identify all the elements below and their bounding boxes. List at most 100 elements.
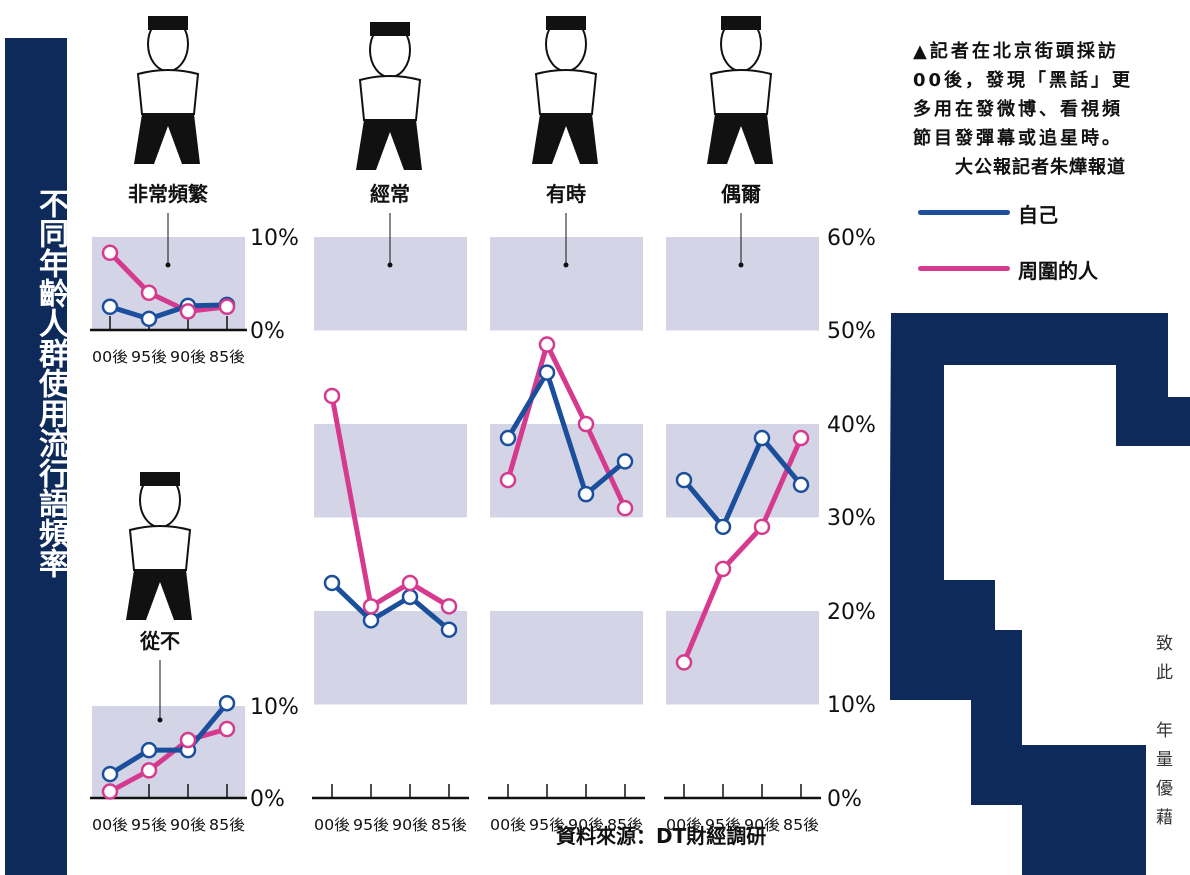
legend-label-self: 自己 xyxy=(1018,203,1058,227)
data-point-self xyxy=(577,485,595,503)
panel-title: 從不 xyxy=(139,629,180,653)
data-point-self xyxy=(101,765,119,783)
x-tick-label: 95後 xyxy=(353,816,389,834)
x-tick-label: 90後 xyxy=(170,816,206,834)
data-point-self xyxy=(440,621,458,638)
figure-hair xyxy=(721,16,761,30)
series-line-others xyxy=(107,726,230,795)
data-point-others xyxy=(714,560,732,578)
data-point-self xyxy=(362,612,380,629)
data-point-self xyxy=(140,741,158,759)
data-point-self xyxy=(538,364,556,381)
data-point-others xyxy=(440,598,458,615)
data-point-others xyxy=(792,429,810,447)
x-tick-label: 95後 xyxy=(131,816,167,834)
data-point-self xyxy=(714,518,732,536)
source-note: 資料來源：DT財經調研 xyxy=(556,824,767,848)
x-tick-label: 85後 xyxy=(209,348,245,366)
x-tick-label: 95後 xyxy=(705,816,741,834)
legend-swatch-others xyxy=(918,266,1010,271)
data-point-others xyxy=(401,574,419,592)
figure-illustration-occasionally xyxy=(707,16,773,164)
data-point-others xyxy=(179,731,197,749)
y-tick-label: 30% xyxy=(827,506,876,531)
figure-illustration-never xyxy=(126,472,192,620)
data-point-self xyxy=(675,471,693,489)
series-line-self xyxy=(107,700,230,777)
data-point-others xyxy=(499,471,517,489)
x-tick-label: 85後 xyxy=(783,816,819,834)
data-point-others xyxy=(577,415,595,433)
series-line-others xyxy=(681,435,804,665)
series-line-others xyxy=(329,393,452,609)
photo-caption: ▲記者在北京街頭採訪 00後，發現「黑話」更 多用在發微博、看視頻 節目發彈幕或… xyxy=(913,8,1190,211)
figure-hair xyxy=(140,472,180,486)
data-point-others xyxy=(362,598,380,615)
y-tick-label: 50% xyxy=(827,319,876,344)
legend-swatch-self xyxy=(918,210,1010,215)
x-tick-label: 00後 xyxy=(92,348,128,366)
title-bar: 不同年齡人群使用流行語頻率 xyxy=(5,38,68,875)
x-tick-label: 95後 xyxy=(529,816,565,834)
series-line-self xyxy=(329,580,452,633)
x-tick-label: 00後 xyxy=(666,816,702,834)
figure-pants xyxy=(707,114,773,164)
series-line-others xyxy=(505,342,628,511)
y-tick-label: 40% xyxy=(827,413,876,438)
callout-dot xyxy=(165,262,171,268)
y-tick-label: 10% xyxy=(250,226,299,251)
series-line-self xyxy=(107,302,230,322)
data-point-self xyxy=(401,588,419,606)
data-point-others xyxy=(101,244,119,262)
gridband xyxy=(314,424,467,518)
figure-pants xyxy=(134,114,200,164)
caption-byline: 大公報記者朱燁報道 xyxy=(955,157,1126,178)
figure-illustration-sometimes xyxy=(532,16,598,164)
callout-dot xyxy=(387,262,393,268)
panel-title: 非常頻繁 xyxy=(128,182,209,206)
x-tick-label: 90後 xyxy=(170,348,206,366)
series-line-self xyxy=(505,370,628,497)
figure-shirt xyxy=(358,75,422,121)
article-text-fragment: 致 此 年 量 優 藉 xyxy=(1156,634,1175,828)
x-tick-label: 00後 xyxy=(490,816,526,834)
y-tick-label: 60% xyxy=(827,226,876,251)
figure-illustration-very-often xyxy=(134,16,200,164)
data-point-self xyxy=(616,453,634,470)
x-tick-label: 90後 xyxy=(568,816,604,834)
y-tick-label: 20% xyxy=(827,600,876,625)
data-point-self xyxy=(499,429,517,447)
series-line-self xyxy=(681,435,804,530)
figure-hair xyxy=(148,16,188,30)
gridband xyxy=(666,237,819,331)
y-tick-label: 0% xyxy=(250,787,285,812)
callout-dot xyxy=(157,717,163,723)
data-point-self xyxy=(218,694,236,712)
chart-title: 不同年齡人群使用流行語頻率 xyxy=(33,188,68,578)
x-tick-label: 00後 xyxy=(314,816,350,834)
x-tick-label: 90後 xyxy=(392,816,428,834)
data-point-self xyxy=(101,298,119,315)
figure-shirt xyxy=(534,69,598,115)
series-line-others xyxy=(107,250,230,314)
panel-title: 偶爾 xyxy=(721,182,761,206)
figure-hair xyxy=(370,22,410,36)
data-point-self xyxy=(792,476,810,494)
figure-hair xyxy=(546,16,586,30)
callout-dot xyxy=(738,262,744,268)
gridband xyxy=(666,611,819,705)
y-tick-label: 0% xyxy=(827,787,862,812)
x-tick-label: 85後 xyxy=(209,816,245,834)
data-point-self xyxy=(323,574,341,592)
y-tick-label: 0% xyxy=(250,319,285,344)
figure-pants xyxy=(532,114,598,164)
data-point-others xyxy=(101,783,119,800)
x-tick-label: 95後 xyxy=(131,348,167,366)
y-tick-label: 10% xyxy=(827,693,876,718)
data-point-self xyxy=(753,429,771,447)
data-point-self xyxy=(140,310,158,328)
figure-shirt xyxy=(136,69,200,115)
x-tick-label: 90後 xyxy=(744,816,780,834)
